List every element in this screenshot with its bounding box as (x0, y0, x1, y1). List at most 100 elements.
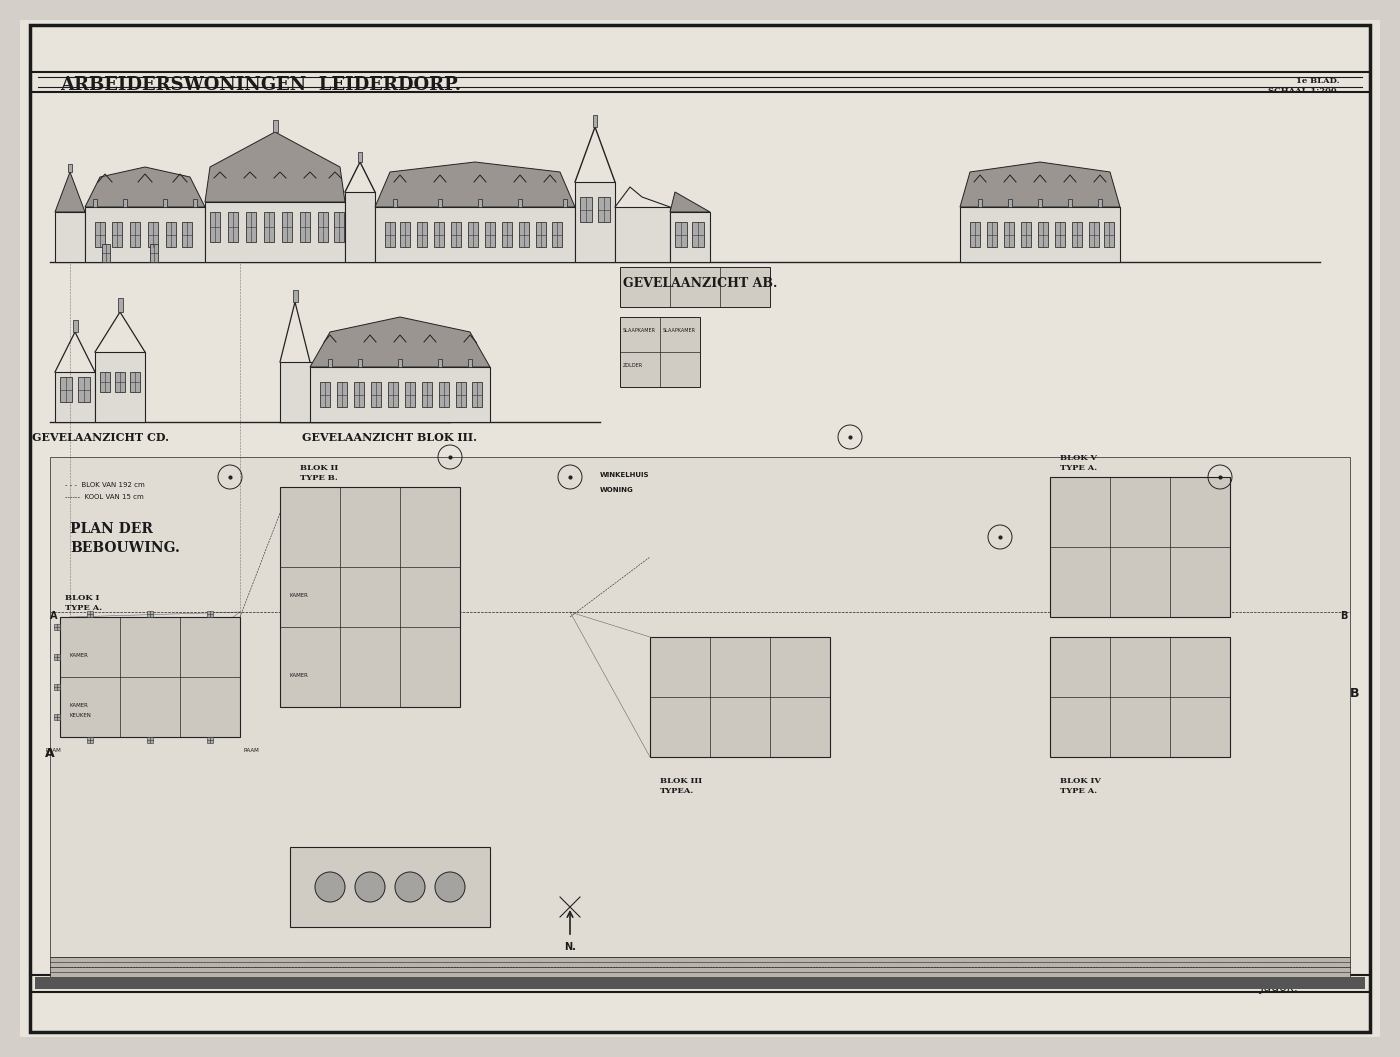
Bar (979, 199, 981, 207)
Bar (1072, 222, 1082, 247)
Bar (358, 359, 363, 367)
Text: ARBEIDERSWONINGEN  LEIDERDORP.: ARBEIDERSWONINGEN LEIDERDORP. (60, 76, 461, 94)
Bar (518, 199, 522, 207)
Bar (371, 382, 381, 407)
Text: KEUKEN: KEUKEN (70, 713, 92, 718)
Bar (987, 222, 997, 247)
Text: ZOLDER: ZOLDER (623, 363, 643, 368)
Bar (323, 342, 336, 357)
Bar (960, 207, 1120, 262)
Bar (95, 352, 146, 422)
Circle shape (315, 872, 344, 902)
Bar (1037, 222, 1049, 247)
Bar (139, 182, 153, 197)
Bar (55, 684, 60, 690)
Bar (364, 342, 377, 357)
Polygon shape (55, 172, 85, 212)
Bar (78, 377, 90, 402)
Bar (273, 120, 277, 132)
Bar (354, 382, 364, 407)
Bar (337, 382, 347, 407)
Bar (95, 222, 105, 247)
Bar (388, 382, 398, 407)
Bar (147, 611, 153, 617)
Bar (375, 207, 575, 262)
Bar (228, 212, 238, 242)
Text: SLAAPKAMER: SLAAPKAMER (664, 328, 696, 333)
Bar (405, 382, 414, 407)
Bar (193, 199, 197, 207)
Bar (318, 212, 328, 242)
Circle shape (356, 872, 385, 902)
Text: BLOK V
TYPE A.: BLOK V TYPE A. (1060, 455, 1098, 472)
Bar (1004, 222, 1014, 247)
Polygon shape (671, 192, 710, 212)
Bar (174, 182, 188, 197)
Bar (974, 182, 986, 197)
Text: - - -  BLOK VAN 192 cm: - - - BLOK VAN 192 cm (64, 482, 144, 488)
Text: B: B (1340, 611, 1347, 622)
Text: PLAN DER
BEBOUWING.: PLAN DER BEBOUWING. (70, 522, 179, 556)
Bar (671, 212, 710, 262)
Bar (246, 212, 256, 242)
Polygon shape (960, 162, 1120, 207)
Bar (162, 199, 167, 207)
Polygon shape (375, 162, 575, 207)
Text: A: A (45, 747, 55, 760)
Bar (167, 222, 176, 247)
Bar (563, 199, 567, 207)
Text: A: A (50, 611, 57, 622)
Bar (55, 372, 95, 422)
Bar (1105, 222, 1114, 247)
Bar (451, 222, 461, 247)
Bar (438, 359, 442, 367)
Bar (290, 847, 490, 927)
Bar (280, 361, 360, 422)
Bar (503, 222, 512, 247)
Bar (536, 222, 546, 247)
Text: ------  KOOL VAN 15 cm: ------ KOOL VAN 15 cm (64, 494, 144, 500)
Bar (393, 199, 398, 207)
Bar (519, 222, 529, 247)
Text: WINKELHUIS: WINKELHUIS (601, 472, 650, 478)
Bar (598, 197, 610, 222)
Bar (468, 222, 477, 247)
Circle shape (395, 872, 426, 902)
Bar (87, 737, 92, 743)
Bar (182, 222, 192, 247)
Text: KAMER: KAMER (290, 673, 309, 678)
Bar (130, 222, 140, 247)
Bar (440, 382, 449, 407)
Bar (210, 212, 220, 242)
Bar (207, 611, 213, 617)
Bar (204, 202, 344, 262)
Bar (1098, 199, 1102, 207)
Bar (304, 178, 316, 192)
Bar (147, 737, 153, 743)
Bar (417, 222, 427, 247)
Bar (55, 713, 60, 720)
Bar (274, 178, 286, 192)
Bar (424, 342, 435, 357)
Bar (280, 487, 461, 707)
Bar (329, 178, 342, 192)
Text: RAAM: RAAM (244, 748, 259, 753)
Bar (214, 178, 225, 192)
Bar (1068, 199, 1072, 207)
Bar (55, 212, 85, 262)
Text: GEVELAANZICHT AB.: GEVELAANZICHT AB. (623, 277, 777, 290)
Text: LEIDEN     DECEMBER 1914.: LEIDEN DECEMBER 1914. (60, 977, 290, 990)
Bar (1037, 199, 1042, 207)
Text: KAMER: KAMER (70, 703, 88, 708)
Bar (207, 737, 213, 743)
Bar (344, 192, 375, 262)
Bar (575, 182, 615, 262)
Bar (1056, 222, 1065, 247)
Text: BLOK III
TYPEA.: BLOK III TYPEA. (659, 777, 703, 795)
Circle shape (435, 872, 465, 902)
Bar (434, 182, 447, 197)
Polygon shape (85, 167, 204, 207)
Bar (321, 382, 330, 407)
Bar (244, 178, 256, 192)
Bar (98, 182, 112, 197)
